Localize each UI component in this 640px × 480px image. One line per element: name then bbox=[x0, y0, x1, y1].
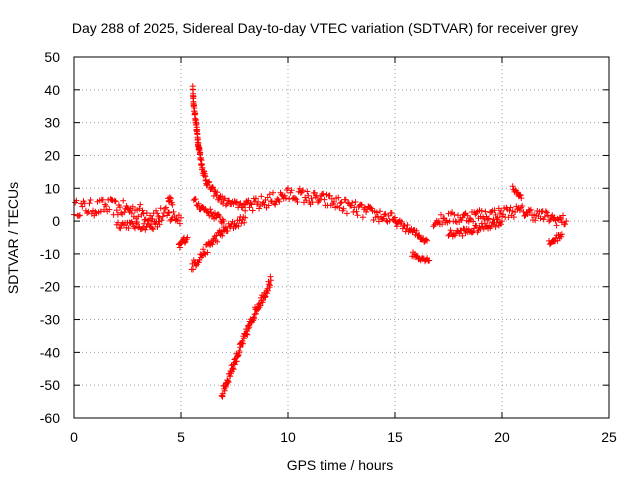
y-tick-label: 10 bbox=[44, 180, 60, 196]
y-tick-label: 40 bbox=[44, 82, 60, 98]
x-tick-label: 10 bbox=[280, 429, 296, 445]
y-tick-label: 50 bbox=[44, 49, 60, 65]
series-points bbox=[189, 83, 249, 211]
grid-lines bbox=[74, 57, 609, 418]
series-points bbox=[113, 218, 163, 233]
y-tick-label: -50 bbox=[40, 377, 60, 393]
series-points bbox=[190, 196, 227, 226]
data-points bbox=[71, 83, 570, 400]
series-points bbox=[188, 213, 249, 273]
series-dip-22.3h bbox=[546, 231, 565, 248]
series-tail-15-17h bbox=[392, 214, 431, 245]
y-tick-label: 30 bbox=[44, 115, 60, 131]
chart-title: Day 288 of 2025, Sidereal Day-to-day VTE… bbox=[72, 20, 578, 36]
series-spike-20.6h bbox=[509, 183, 525, 202]
plot-frame bbox=[73, 56, 610, 419]
series-points bbox=[242, 185, 398, 225]
series-points bbox=[409, 249, 433, 265]
series-points bbox=[509, 183, 525, 202]
series-points bbox=[165, 194, 176, 208]
x-tick-label: 15 bbox=[387, 429, 403, 445]
series-mid-branch-6-7h bbox=[190, 196, 227, 226]
series-points bbox=[445, 216, 505, 240]
series-points bbox=[430, 203, 570, 230]
series-spike-4.5h bbox=[165, 194, 176, 208]
series-points bbox=[218, 273, 274, 400]
x-tick-label: 25 bbox=[601, 429, 617, 445]
series-rise-5.5h bbox=[188, 213, 249, 273]
axis-ticks: 0 5 10 15 20 25 -60 -50 -40 -30 -20 -10 0 10 20 30 40 50 bbox=[40, 49, 617, 445]
series-points bbox=[546, 231, 565, 248]
series-dive-7-9h bbox=[218, 273, 274, 400]
y-tick-label: -60 bbox=[40, 410, 60, 426]
series-main-arc-8-15h bbox=[242, 185, 398, 225]
x-axis-label: GPS time / hours bbox=[287, 457, 394, 473]
y-tick-label: -30 bbox=[40, 312, 60, 328]
y-tick-label: 20 bbox=[44, 147, 60, 163]
series-points bbox=[175, 234, 191, 251]
y-tick-label: -10 bbox=[40, 246, 60, 262]
y-tick-label: 0 bbox=[52, 213, 60, 229]
series-dip-16h bbox=[409, 249, 433, 265]
series-decay-5.6h bbox=[189, 83, 249, 211]
series-points bbox=[392, 214, 431, 245]
series-low-arc-17-20h bbox=[445, 216, 505, 240]
x-tick-label: 20 bbox=[494, 429, 510, 445]
y-axis-label: SDTVAR / TECUs bbox=[5, 182, 21, 294]
series-band-17-23h bbox=[430, 203, 570, 230]
x-tick-label: 0 bbox=[70, 429, 78, 445]
series-dip-5h bbox=[175, 234, 191, 251]
series-lower-band-2-4h bbox=[113, 218, 163, 233]
y-tick-label: -20 bbox=[40, 279, 60, 295]
y-tick-label: -40 bbox=[40, 344, 60, 360]
x-tick-label: 5 bbox=[177, 429, 185, 445]
